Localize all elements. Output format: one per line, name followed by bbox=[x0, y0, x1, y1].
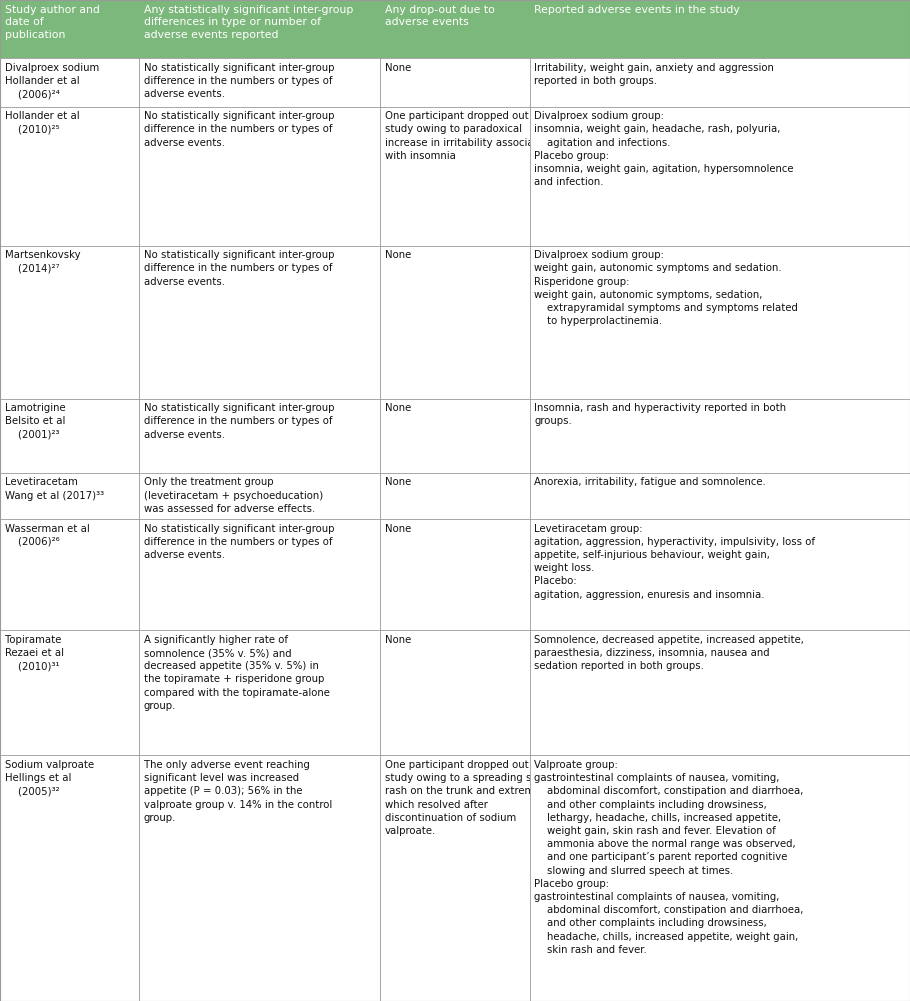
Text: One participant dropped out of the
study owing to a spreading skin
rash on the t: One participant dropped out of the study… bbox=[385, 760, 561, 836]
Text: Reported adverse events in the study: Reported adverse events in the study bbox=[534, 5, 740, 15]
Text: No statistically significant inter-group
difference in the numbers or types of
a: No statistically significant inter-group… bbox=[144, 63, 334, 99]
Bar bbox=[0, 106, 910, 245]
Text: Only the treatment group
(levetiracetam + psychoeducation)
was assessed for adve: Only the treatment group (levetiracetam … bbox=[144, 477, 323, 514]
Text: No statistically significant inter-group
difference in the numbers or types of
a: No statistically significant inter-group… bbox=[144, 111, 334, 147]
Text: None: None bbox=[385, 635, 411, 645]
Text: None: None bbox=[385, 403, 411, 413]
Text: Levetiracetam group:
agitation, aggression, hyperactivity, impulsivity, loss of
: Levetiracetam group: agitation, aggressi… bbox=[534, 524, 815, 600]
Bar bbox=[0, 58, 910, 106]
Text: Any statistically significant inter-group
differences in type or number of
adver: Any statistically significant inter-grou… bbox=[144, 5, 353, 40]
Text: No statistically significant inter-group
difference in the numbers or types of
a: No statistically significant inter-group… bbox=[144, 250, 334, 286]
Bar bbox=[0, 245, 910, 398]
Bar bbox=[0, 472, 910, 520]
Text: None: None bbox=[385, 250, 411, 260]
Text: Anorexia, irritability, fatigue and somnolence.: Anorexia, irritability, fatigue and somn… bbox=[534, 477, 766, 487]
Text: None: None bbox=[385, 63, 411, 73]
Text: Insomnia, rash and hyperactivity reported in both
groups.: Insomnia, rash and hyperactivity reporte… bbox=[534, 403, 786, 426]
Bar bbox=[0, 631, 910, 756]
Text: Somnolence, decreased appetite, increased appetite,
paraesthesia, dizziness, ins: Somnolence, decreased appetite, increase… bbox=[534, 635, 804, 672]
Text: Wasserman et al
    (2006)²⁶: Wasserman et al (2006)²⁶ bbox=[5, 524, 89, 547]
Text: None: None bbox=[385, 524, 411, 534]
Text: None: None bbox=[385, 477, 411, 487]
Text: No statistically significant inter-group
difference in the numbers or types of
a: No statistically significant inter-group… bbox=[144, 403, 334, 439]
Text: Hollander et al
    (2010)²⁵: Hollander et al (2010)²⁵ bbox=[5, 111, 79, 134]
Text: Any drop-out due to
adverse events: Any drop-out due to adverse events bbox=[385, 5, 495, 27]
Text: One participant dropped out of the
study owing to paradoxical
increase in irrita: One participant dropped out of the study… bbox=[385, 111, 561, 161]
Text: Valproate group:
gastrointestinal complaints of nausea, vomiting,
    abdominal : Valproate group: gastrointestinal compla… bbox=[534, 760, 804, 955]
Text: Study author and
date of
publication: Study author and date of publication bbox=[5, 5, 99, 40]
Bar bbox=[0, 0, 910, 58]
Text: Topiramate
Rezaei et al
    (2010)³¹: Topiramate Rezaei et al (2010)³¹ bbox=[5, 635, 64, 672]
Text: A significantly higher rate of
somnolence (35% v. 5%) and
decreased appetite (35: A significantly higher rate of somnolenc… bbox=[144, 635, 329, 711]
Text: Divalproex sodium group:
insomnia, weight gain, headache, rash, polyuria,
    ag: Divalproex sodium group: insomnia, weigh… bbox=[534, 111, 794, 187]
Bar bbox=[0, 756, 910, 1001]
Text: Divalproex sodium
Hollander et al
    (2006)²⁴: Divalproex sodium Hollander et al (2006)… bbox=[5, 63, 99, 99]
Text: Sodium valproate
Hellings et al
    (2005)³²: Sodium valproate Hellings et al (2005)³² bbox=[5, 760, 94, 797]
Bar bbox=[0, 398, 910, 472]
Bar bbox=[0, 520, 910, 631]
Text: The only adverse event reaching
significant level was increased
appetite (P = 0.: The only adverse event reaching signific… bbox=[144, 760, 332, 823]
Text: Divalproex sodium group:
weight gain, autonomic symptoms and sedation.
Risperido: Divalproex sodium group: weight gain, au… bbox=[534, 250, 798, 326]
Text: Levetiracetam
Wang et al (2017)³³: Levetiracetam Wang et al (2017)³³ bbox=[5, 477, 104, 500]
Text: Lamotrigine
Belsito et al
    (2001)²³: Lamotrigine Belsito et al (2001)²³ bbox=[5, 403, 66, 439]
Text: No statistically significant inter-group
difference in the numbers or types of
a: No statistically significant inter-group… bbox=[144, 524, 334, 561]
Text: Irritability, weight gain, anxiety and aggression
reported in both groups.: Irritability, weight gain, anxiety and a… bbox=[534, 63, 774, 86]
Text: Martsenkovsky
    (2014)²⁷: Martsenkovsky (2014)²⁷ bbox=[5, 250, 80, 273]
